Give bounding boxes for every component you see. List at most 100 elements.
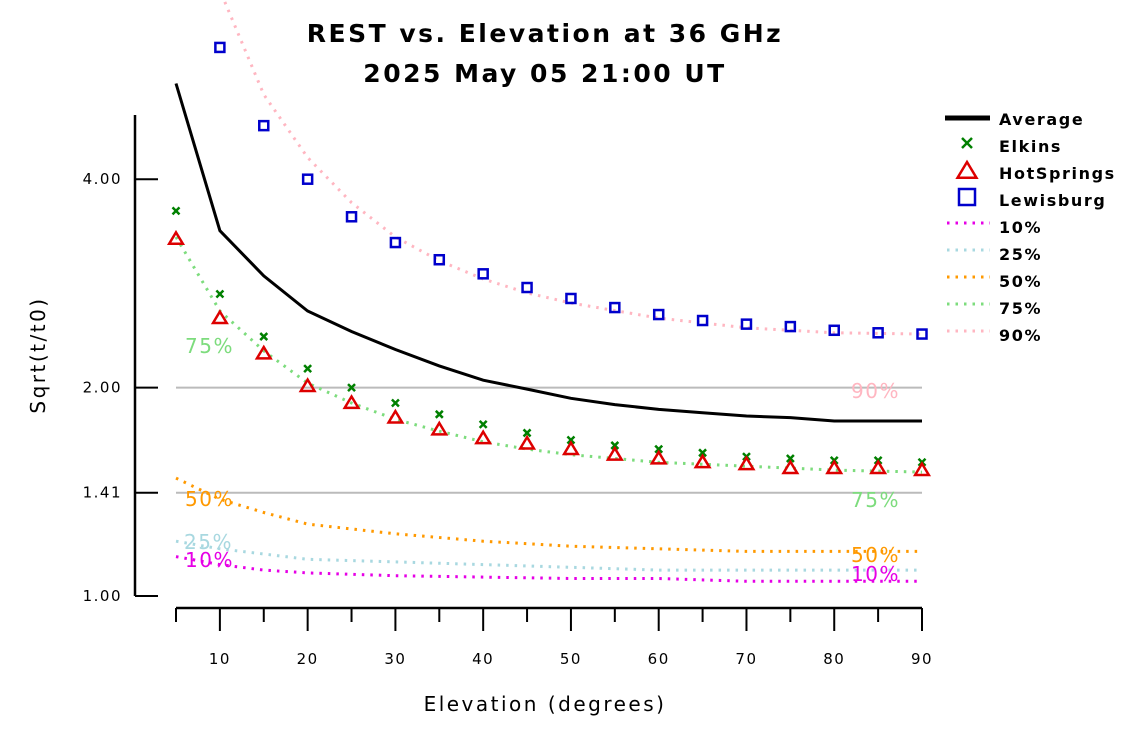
y-axis-title: Sqrt(t/t0) (26, 296, 50, 413)
series-markers (166, 41, 932, 477)
data-point-hotsprings (518, 434, 537, 450)
data-point-hotsprings (869, 459, 888, 475)
data-point-elkins (610, 441, 620, 450)
series-curve-average (174, 83, 922, 423)
data-point-lewisburg (609, 301, 621, 314)
data-point-lewisburg (652, 308, 665, 321)
data-point-hotsprings (430, 420, 449, 436)
series-curve-10pct (175, 555, 922, 583)
data-point-hotsprings (474, 429, 493, 445)
x-tick-label: 90 (911, 650, 933, 668)
data-point-hotsprings (166, 229, 186, 245)
series-curves (174, 0, 923, 583)
legend-symbol-elkins (961, 137, 973, 149)
legend-label-elkins: Elkins (999, 137, 1062, 156)
data-point-hotsprings (342, 394, 361, 410)
y-tick-label: 4.00 (83, 170, 122, 188)
x-tick-label: 60 (648, 650, 670, 668)
data-point-elkins (391, 398, 400, 408)
series-curve-90pct (222, 0, 923, 336)
reference-lines (176, 386, 922, 494)
data-point-lewisburg (740, 318, 753, 330)
curve-label-10pct: 10% (185, 548, 234, 572)
legend-label-hotsprings: HotSprings (999, 164, 1116, 183)
data-point-hotsprings (825, 459, 844, 475)
curve-label-25pct: 25% (184, 530, 233, 554)
legend-label-average: Average (999, 110, 1084, 129)
legend-label-25pct: 25% (999, 245, 1042, 264)
y-tick-label: 1.41 (83, 484, 122, 502)
series-curve-75pct (174, 236, 923, 474)
data-point-lewisburg (389, 236, 402, 249)
data-point-elkins (698, 448, 707, 458)
data-point-elkins (785, 454, 795, 463)
data-point-hotsprings (605, 445, 624, 461)
data-point-lewisburg (784, 320, 797, 333)
x-tick-label: 70 (735, 650, 757, 668)
x-tick-label: 20 (297, 650, 319, 668)
chart-title: REST vs. Elevation at 36 GHz (307, 19, 783, 48)
data-point-lewisburg (565, 292, 577, 305)
data-point-lewisburg (916, 328, 928, 340)
data-point-lewisburg (696, 314, 709, 327)
data-point-elkins (478, 419, 488, 429)
data-point-hotsprings (254, 344, 273, 360)
legend-symbol-hotsprings (955, 159, 979, 179)
data-point-lewisburg (301, 173, 314, 185)
data-point-hotsprings (781, 459, 800, 475)
data-point-hotsprings (649, 449, 668, 465)
legend-marker (957, 187, 977, 207)
x-tick-label: 80 (823, 650, 845, 668)
curve-labels: 10%10%25%50%50%75%75%90% (184, 334, 900, 586)
data-point-lewisburg (828, 324, 840, 337)
x-axis-title: Elevation (degrees) (424, 692, 667, 716)
series-curve-50pct (175, 476, 922, 553)
curve-label-50pct: 50% (185, 487, 234, 511)
legend-label-lewisburg: Lewisburg (999, 191, 1106, 210)
x-tick-label: 50 (560, 650, 582, 668)
legend-label-90pct: 90% (999, 326, 1042, 345)
legend-label-75pct: 75% (999, 299, 1042, 318)
data-point-hotsprings (298, 377, 317, 393)
legend-symbol-lewisburg (957, 187, 977, 207)
x-tick-label: 40 (472, 650, 494, 668)
data-point-elkins (215, 289, 225, 299)
legend: Average Elkins HotSprings Lewisburg 10% 25% 50… (945, 110, 1116, 345)
chart-subtitle: 2025 May 05 21:00 UT (363, 59, 726, 88)
data-point-elkins (654, 444, 664, 454)
data-point-elkins (566, 435, 576, 445)
data-point-hotsprings (210, 309, 229, 325)
data-point-elkins (347, 383, 356, 392)
legend-label-50pct: 50% (999, 272, 1042, 291)
data-point-elkins (303, 364, 313, 374)
y-tick-label: 1.00 (83, 587, 122, 605)
data-point-lewisburg (521, 281, 533, 294)
data-point-elkins (434, 409, 444, 419)
data-point-lewisburg (345, 211, 358, 223)
legend-marker (955, 159, 979, 179)
data-point-elkins (171, 206, 181, 216)
y-axis-ticks: 1.001.412.004.008.00 (83, 170, 158, 605)
curve-label-10pct: 10% (851, 562, 900, 586)
curve-label-90pct: 90% (851, 379, 900, 403)
legend-label-10pct: 10% (999, 218, 1042, 237)
data-point-hotsprings (737, 455, 756, 471)
legend-marker (961, 137, 973, 149)
data-point-hotsprings (912, 461, 932, 477)
y-tick-label: 2.00 (83, 379, 122, 397)
series-curve-25pct (175, 539, 922, 572)
data-point-hotsprings (386, 408, 405, 424)
curve-label-75pct: 75% (185, 334, 234, 358)
data-point-lewisburg (433, 253, 446, 266)
data-point-lewisburg (872, 327, 884, 339)
x-axis-ticks: 10 20 30 40 50 60 70 80 90 (175, 608, 933, 668)
x-tick-label: 10 (209, 650, 231, 668)
x-tick-label: 30 (384, 650, 406, 668)
data-point-hotsprings (693, 453, 712, 469)
data-point-hotsprings (561, 440, 580, 456)
data-point-lewisburg (214, 41, 226, 54)
curve-label-75pct: 75% (851, 488, 900, 512)
data-point-lewisburg (258, 119, 270, 132)
curve-label-50pct: 50% (851, 543, 900, 567)
